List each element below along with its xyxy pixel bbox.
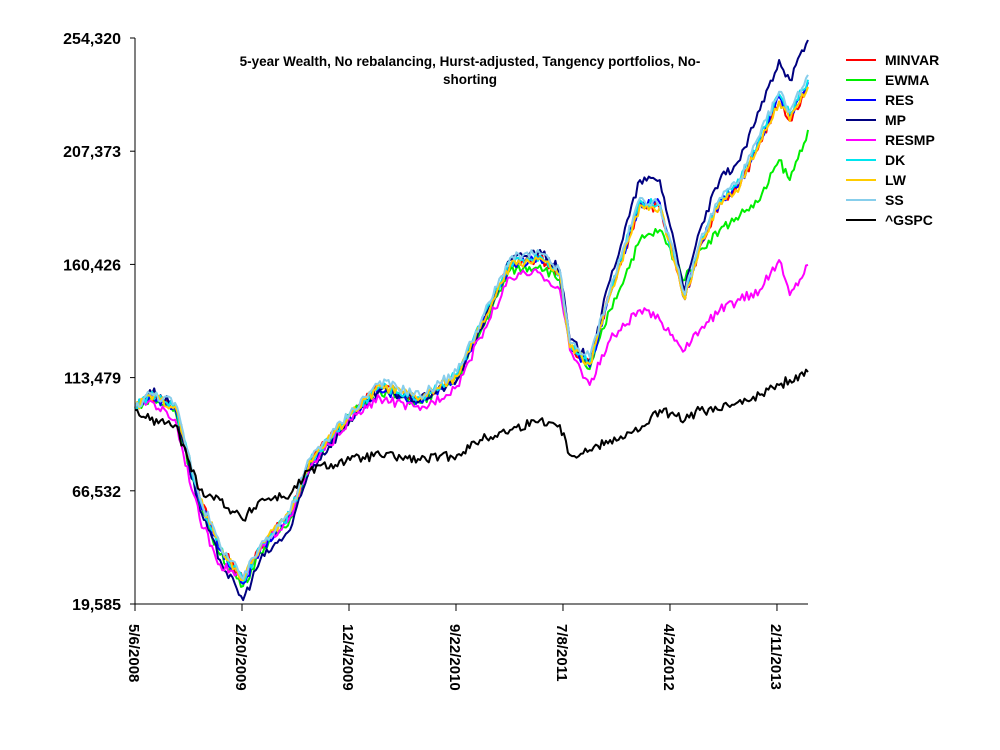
legend-label: DK bbox=[885, 152, 905, 168]
series-line-gspc bbox=[134, 368, 809, 522]
y-tick-label: 160,426 bbox=[63, 257, 121, 274]
legend-label: MINVAR bbox=[885, 52, 939, 68]
x-tick-label: 7/8/2011 bbox=[553, 624, 570, 682]
series-line-dk bbox=[134, 79, 809, 583]
y-tick-label: 19,585 bbox=[72, 597, 121, 614]
chart-title-line-2: shorting bbox=[443, 72, 497, 87]
series-line-mp bbox=[134, 39, 809, 602]
y-tick-label: 207,373 bbox=[63, 144, 121, 161]
y-tick-label: 66,532 bbox=[72, 484, 121, 501]
x-tick-label: 2/11/2013 bbox=[767, 624, 784, 690]
y-tick-label: 113,479 bbox=[64, 371, 121, 388]
series-line-minvar bbox=[134, 86, 809, 582]
legend-label: SS bbox=[885, 192, 904, 208]
series-line-lw bbox=[134, 86, 809, 582]
legend-label: MP bbox=[885, 112, 906, 128]
axes: 19,585 66,532 113,479 160,426 207,373 254,320… bbox=[63, 31, 808, 691]
x-tick-label: 12/4/2009 bbox=[339, 624, 356, 691]
legend-label: LW bbox=[885, 172, 907, 188]
series-line-ss bbox=[134, 74, 809, 580]
y-tick-label: 254,320 bbox=[63, 31, 121, 48]
legend-label: RESMP bbox=[885, 132, 935, 148]
x-tick-label: 9/22/2010 bbox=[446, 624, 463, 691]
series-line-res bbox=[134, 81, 809, 585]
legend-label: ^GSPC bbox=[885, 212, 933, 228]
legend-label: RES bbox=[885, 92, 914, 108]
chart-title-line-1: 5-year Wealth, No rebalancing, Hurst-adj… bbox=[240, 54, 701, 69]
x-tick-label: 5/6/2008 bbox=[125, 624, 142, 682]
series-lines bbox=[134, 39, 809, 602]
series-line-resmp bbox=[134, 259, 809, 580]
legend-label: EWMA bbox=[885, 72, 929, 88]
x-tick-label: 2/20/2009 bbox=[232, 624, 249, 691]
x-tick-label: 4/24/2012 bbox=[660, 624, 677, 691]
